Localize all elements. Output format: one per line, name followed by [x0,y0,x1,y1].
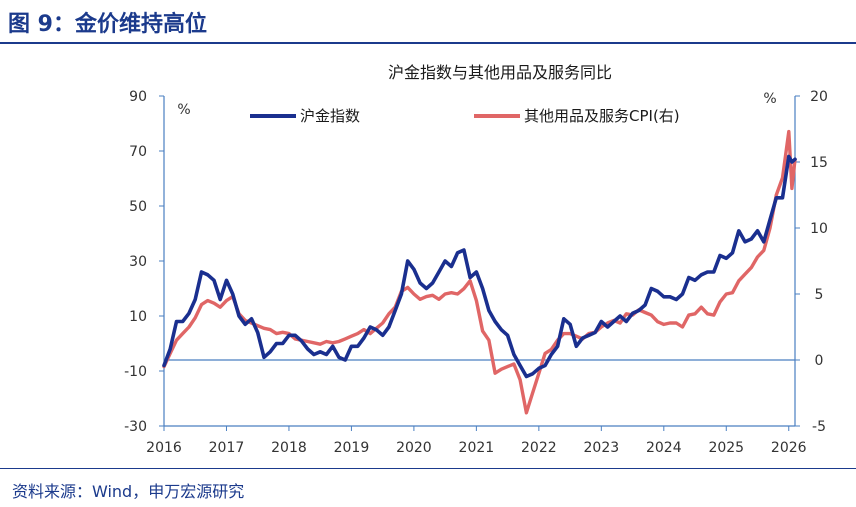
left-axis-unit: % [177,102,190,118]
x-tick-label: 2021 [459,440,495,456]
right-tick-label: 15 [810,155,828,171]
x-tick-label: 2019 [334,440,370,456]
left-tick-label: -10 [124,364,147,380]
x-tick-label: 2026 [771,440,807,456]
left-tick-label: 50 [129,199,147,215]
chart-title: 沪金指数与其他用品及服务同比 [388,63,612,82]
x-tick-label: 2018 [271,440,307,456]
series-line-gold-index [162,154,797,379]
series-line-cpi [162,129,797,415]
legend-label: 其他用品及服务CPI(右) [524,107,680,125]
right-tick-label: 5 [815,287,824,303]
x-tick-label: 2025 [708,440,744,456]
x-tick-label: 2017 [209,440,245,456]
x-tick-label: 2020 [396,440,432,456]
x-tick-label: 2016 [146,440,182,456]
footer-divider [0,468,856,469]
left-tick-label: 10 [129,309,147,325]
legend-label: 沪金指数 [300,107,360,125]
left-tick-label: 70 [129,144,147,160]
left-tick-label: 90 [129,89,147,105]
chart: 沪金指数与其他用品及服务同比 9070503010-10-30%20151050… [124,63,828,456]
right-tick-label: 10 [810,221,828,237]
right-axis-unit: % [763,91,776,107]
source-note: 资料来源：Wind，申万宏源研究 [12,482,245,501]
left-tick-label: 30 [129,254,147,270]
left-tick-label: -30 [124,419,147,435]
chart-series-layer [162,129,797,415]
right-tick-label: 0 [815,353,824,369]
chart-legend: 沪金指数 其他用品及服务CPI(右) [250,107,680,125]
right-tick-label: 20 [810,89,828,105]
x-tick-label: 2022 [521,440,557,456]
x-tick-label: 2024 [646,440,682,456]
right-tick-label: -5 [812,419,826,435]
x-tick-label: 2023 [584,440,620,456]
header-divider [0,42,856,44]
page-title: 图 9：金价维持高位 [8,12,207,37]
